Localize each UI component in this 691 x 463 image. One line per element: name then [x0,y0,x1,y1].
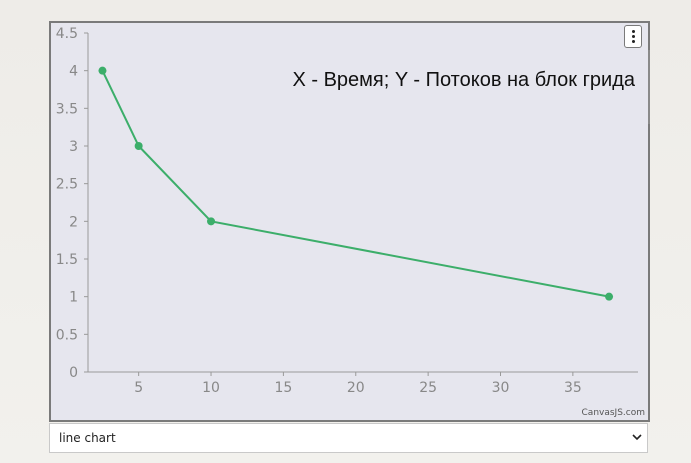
y-tick-label: 4 [69,64,78,80]
kebab-menu-icon [631,30,635,33]
y-tick-label: 3.5 [56,101,78,117]
y-tick-label: 4.5 [56,26,78,42]
y-tick-label: 0 [69,365,78,381]
data-point [207,217,216,226]
chart-type-select-value: line chart [59,431,116,445]
line-chart: 0 0.5 1 1.5 2 2.5 3 3.5 4 4.5 5 10 15 20 25 30 35 [56,26,638,396]
kebab-menu-icon-dot [631,35,635,38]
x-tick-label: 5 [134,380,143,396]
canvasjs-credit-link[interactable]: CanvasJS.com [581,408,645,418]
chart-container: 0 0.5 1 1.5 2 2.5 3 3.5 4 4.5 5 10 15 20 25 30 35 X - Вр… [49,21,650,422]
data-point [134,142,143,150]
x-tick-label: 15 [274,380,292,396]
chart-type-select[interactable]: line chart [49,423,648,453]
chart-frame-edge [648,50,650,124]
y-tick-label: 1.5 [56,252,78,268]
x-tick-label: 10 [202,380,220,396]
y-tick-label: 3 [69,139,78,155]
y-tick-label: 2 [69,214,78,230]
chart-title: X - Время; Y - Потоков на блок грида [292,69,635,91]
x-tick-label: 20 [347,380,365,396]
chevron-down-icon [632,434,642,441]
x-tick-label: 35 [564,380,582,396]
data-point [98,66,107,75]
chart-menu-button[interactable] [624,25,642,48]
y-tick-label: 2.5 [56,177,78,193]
x-tick-label: 30 [492,380,510,396]
kebab-menu-icon-dot [631,40,635,43]
y-tick-label: 0.5 [56,327,78,343]
x-tick-label: 25 [419,380,437,396]
y-tick-label: 1 [69,290,78,306]
series-line [101,70,610,298]
data-point [605,292,614,301]
